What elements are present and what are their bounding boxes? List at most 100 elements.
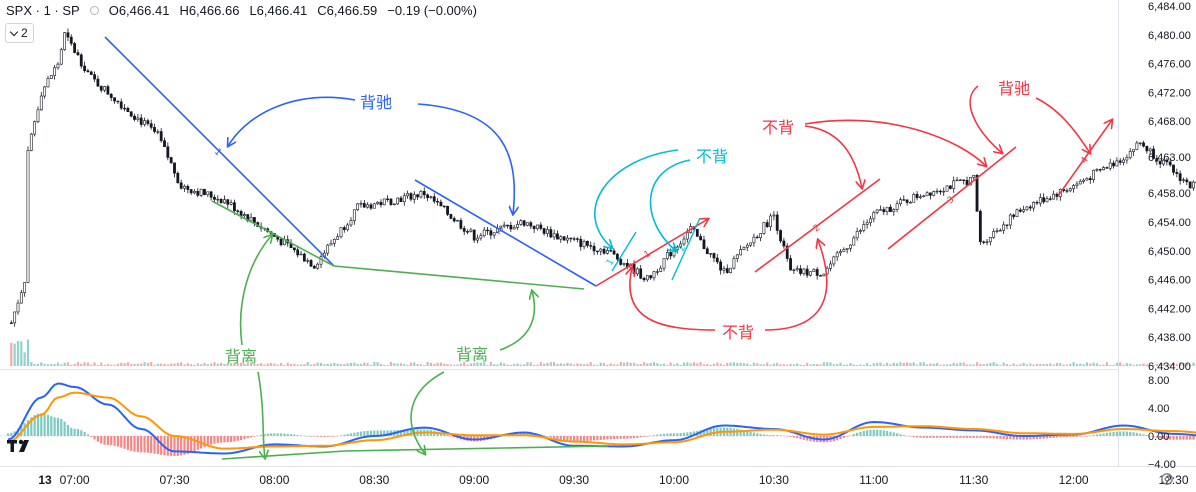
histogram-bar: [1079, 436, 1082, 437]
candle-body: [1035, 201, 1039, 204]
candle-body: [342, 227, 346, 230]
volume-bar: [1142, 363, 1145, 366]
volume-bar: [932, 363, 935, 366]
volume-bar: [240, 362, 243, 366]
candle-body: [462, 228, 466, 232]
seg-label-blue-2: 2: [495, 226, 505, 238]
candle-body: [932, 191, 936, 196]
histogram-bar: [852, 434, 855, 436]
volume-bar: [716, 362, 719, 366]
histogram-bar: [919, 436, 922, 438]
candle-body: [209, 191, 213, 198]
histogram-bar: [383, 430, 386, 436]
candle-body: [962, 179, 966, 182]
candle-body: [376, 201, 380, 205]
histogram-bar: [196, 436, 199, 450]
candle-body: [199, 188, 203, 196]
volume-bar: [1079, 363, 1082, 366]
volume-bar: [586, 363, 589, 366]
volume-bar: [279, 362, 283, 366]
histogram-bar: [616, 436, 619, 439]
time-tick-label: 08:30: [359, 473, 389, 487]
volume-bar: [223, 363, 226, 366]
candle-body: [619, 258, 623, 265]
macd-histogram: [6, 413, 1196, 457]
candle-body: [579, 238, 583, 247]
gear-icon[interactable]: [1160, 472, 1174, 486]
volume-bar: [985, 363, 989, 366]
candle-body: [1038, 197, 1042, 204]
histogram-bar: [882, 430, 885, 436]
candle-body: [859, 230, 862, 232]
histogram-bar: [70, 427, 73, 436]
histogram-bar: [136, 436, 139, 453]
close-value: 6,466.59: [326, 3, 378, 18]
red-arrow-top-2: [804, 119, 986, 166]
volume-bar: [666, 364, 669, 366]
candle-body: [905, 199, 909, 203]
histogram-bar: [110, 436, 113, 446]
histogram-bar: [399, 430, 403, 436]
candle-body: [469, 229, 473, 232]
label-bubei-cyan: 不背: [696, 147, 728, 166]
candle-body: [602, 248, 606, 254]
volume-bar: [882, 364, 885, 366]
volume-bar: [193, 364, 196, 366]
histogram-bar: [83, 432, 86, 436]
blue-trendline-2: [414, 179, 597, 287]
time-tick-label: 09:30: [559, 473, 589, 487]
histogram-bar: [80, 430, 83, 436]
histogram-bar: [656, 434, 659, 436]
candle-body: [586, 240, 589, 246]
histogram-bar: [796, 436, 799, 439]
cyan-trendlines[interactable]: [611, 217, 701, 281]
histogram-bar: [776, 435, 779, 436]
candle-body: [296, 249, 300, 256]
red-trendlines[interactable]: [595, 120, 1112, 287]
candle-body: [899, 199, 902, 205]
histogram-bar: [995, 436, 999, 439]
candle-body: [63, 32, 67, 50]
volume-bar: [702, 364, 706, 366]
histogram-bar: [849, 435, 852, 436]
seg-label-red-3: 3: [946, 195, 957, 206]
volume-bar: [975, 362, 979, 366]
candle-body: [765, 222, 769, 228]
volume-bar: [173, 363, 176, 366]
candle-body: [1012, 214, 1016, 217]
candle-body: [849, 244, 852, 249]
volume-bar: [992, 362, 995, 366]
volume-bar: [746, 363, 749, 366]
volume-bar: [499, 362, 502, 366]
volume-bar: [849, 363, 852, 366]
volume-bar: [376, 362, 379, 366]
histogram-bar: [702, 429, 706, 436]
histogram-bar: [1042, 436, 1045, 439]
candle-body: [815, 269, 819, 276]
indicator-collapse-button[interactable]: 2: [5, 23, 34, 43]
volume-bar: [40, 362, 43, 366]
candle-body: [89, 71, 93, 75]
red-arrow-bottom-right: [764, 240, 828, 331]
volume-bar: [789, 363, 792, 366]
histogram-bar: [1009, 436, 1012, 440]
histogram-bar: [269, 433, 273, 436]
volume-bar: [163, 363, 166, 366]
histogram-bar: [972, 436, 975, 438]
blue-trendlines[interactable]: [104, 36, 597, 287]
candle-body: [852, 237, 856, 246]
symbol-title[interactable]: SPX · 1 · SP: [6, 3, 80, 18]
histogram-bar: [40, 413, 43, 436]
candle-body: [336, 236, 340, 240]
candle-body: [702, 239, 706, 250]
histogram-bar: [259, 434, 263, 436]
volume-bar: [66, 362, 70, 366]
volume-bar: [822, 362, 825, 366]
green-trendlines[interactable]: [211, 200, 609, 460]
label-bubei-red-top: 不背: [762, 118, 794, 137]
volume-bar: [602, 363, 606, 366]
cyan-line-2: [671, 217, 701, 281]
volume-bar: [962, 362, 965, 366]
histogram-bar: [779, 435, 782, 437]
